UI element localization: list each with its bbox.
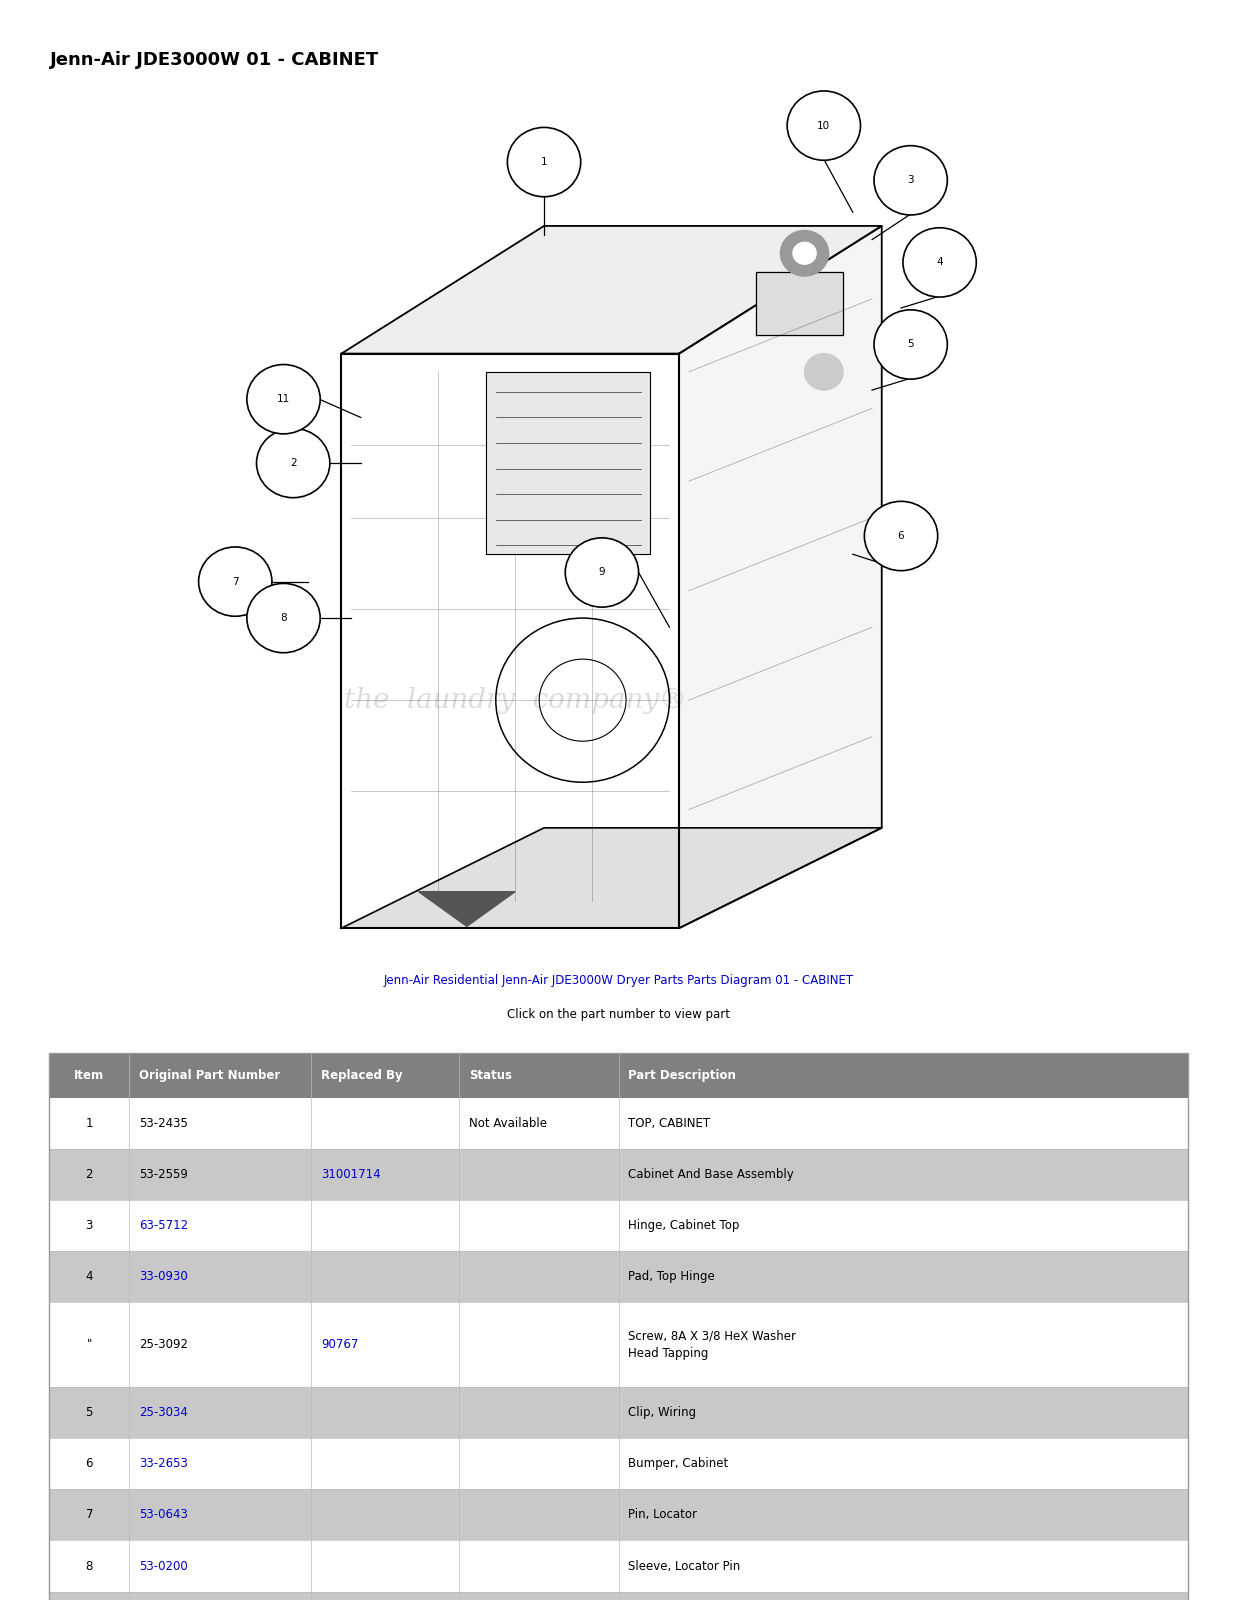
Circle shape [507, 128, 580, 197]
Text: 33-0930: 33-0930 [139, 1270, 188, 1283]
Text: 5: 5 [908, 339, 914, 349]
FancyBboxPatch shape [49, 1438, 1188, 1490]
Text: Jenn-Air JDE3000W 01 - CABINET: Jenn-Air JDE3000W 01 - CABINET [49, 51, 379, 69]
Text: 1: 1 [541, 157, 547, 166]
Text: Jenn-Air Residential Jenn-Air JDE3000W Dryer Parts Parts Diagram 01 - CABINET: Jenn-Air Residential Jenn-Air JDE3000W D… [383, 974, 854, 987]
Circle shape [565, 538, 638, 606]
Text: 25-3034: 25-3034 [139, 1406, 188, 1419]
Text: Click on the part number to view part: Click on the part number to view part [507, 1008, 730, 1021]
Text: Original Part Number: Original Part Number [139, 1069, 281, 1082]
Text: 53-2559: 53-2559 [139, 1168, 188, 1181]
Text: Clip, Wiring: Clip, Wiring [628, 1406, 696, 1419]
Text: 53-2435: 53-2435 [139, 1117, 188, 1130]
Text: Sleeve, Locator Pin: Sleeve, Locator Pin [628, 1560, 741, 1573]
Polygon shape [756, 272, 844, 336]
Circle shape [781, 230, 829, 277]
Text: 4: 4 [936, 258, 943, 267]
Text: Status: Status [469, 1069, 512, 1082]
Text: ": " [87, 1338, 92, 1350]
Circle shape [903, 227, 976, 298]
FancyBboxPatch shape [49, 1149, 1188, 1200]
Circle shape [804, 354, 844, 390]
Text: 33-2653: 33-2653 [139, 1458, 188, 1470]
FancyBboxPatch shape [49, 1541, 1188, 1592]
Polygon shape [486, 371, 651, 554]
Text: 2: 2 [289, 458, 297, 469]
Text: TOP, CABINET: TOP, CABINET [628, 1117, 710, 1130]
FancyBboxPatch shape [312, 1053, 459, 1098]
Polygon shape [418, 891, 515, 926]
Circle shape [199, 547, 272, 616]
Text: 5: 5 [85, 1406, 93, 1419]
Text: 1: 1 [85, 1117, 93, 1130]
Text: 2: 2 [85, 1168, 93, 1181]
Text: Not Available: Not Available [469, 1117, 547, 1130]
Text: 8: 8 [281, 613, 287, 622]
Text: Hinge, Cabinet Top: Hinge, Cabinet Top [628, 1219, 740, 1232]
FancyBboxPatch shape [49, 1302, 1188, 1387]
Text: 53-0200: 53-0200 [139, 1560, 188, 1573]
Text: 25-3092: 25-3092 [139, 1338, 188, 1350]
Text: Pin, Locator: Pin, Locator [628, 1509, 698, 1522]
Text: 7: 7 [85, 1509, 93, 1522]
Text: Item: Item [74, 1069, 104, 1082]
Text: 6: 6 [898, 531, 904, 541]
FancyBboxPatch shape [618, 1053, 1188, 1098]
Text: 90767: 90767 [322, 1338, 359, 1350]
Text: Cabinet And Base Assembly: Cabinet And Base Assembly [628, 1168, 794, 1181]
Circle shape [793, 242, 816, 264]
Circle shape [256, 429, 330, 498]
FancyBboxPatch shape [129, 1053, 312, 1098]
FancyBboxPatch shape [49, 1387, 1188, 1438]
FancyBboxPatch shape [49, 1251, 1188, 1302]
Text: 31001714: 31001714 [322, 1168, 381, 1181]
Polygon shape [679, 226, 882, 928]
Text: 4: 4 [85, 1270, 93, 1283]
Text: 3: 3 [908, 176, 914, 186]
FancyBboxPatch shape [49, 1490, 1188, 1541]
Text: Screw, 8A X 3/8 HeX Washer
Head Tapping: Screw, 8A X 3/8 HeX Washer Head Tapping [628, 1330, 797, 1360]
Circle shape [247, 365, 320, 434]
FancyBboxPatch shape [49, 1200, 1188, 1251]
FancyBboxPatch shape [49, 1592, 1188, 1600]
Circle shape [875, 146, 948, 214]
Text: 9: 9 [599, 568, 605, 578]
Polygon shape [341, 827, 882, 928]
Polygon shape [341, 226, 882, 354]
Polygon shape [341, 354, 679, 928]
Circle shape [865, 501, 938, 571]
Circle shape [787, 91, 861, 160]
FancyBboxPatch shape [49, 1053, 129, 1098]
FancyBboxPatch shape [459, 1053, 618, 1098]
Text: 11: 11 [277, 394, 291, 405]
FancyBboxPatch shape [49, 1098, 1188, 1149]
Text: 53-0643: 53-0643 [139, 1509, 188, 1522]
Text: 8: 8 [85, 1560, 93, 1573]
Text: Pad, Top Hinge: Pad, Top Hinge [628, 1270, 715, 1283]
Text: 3: 3 [85, 1219, 93, 1232]
Text: Bumper, Cabinet: Bumper, Cabinet [628, 1458, 729, 1470]
Circle shape [247, 584, 320, 653]
Text: 7: 7 [233, 576, 239, 587]
Text: Replaced By: Replaced By [322, 1069, 403, 1082]
Text: 10: 10 [818, 120, 830, 131]
Text: 6: 6 [85, 1458, 93, 1470]
Text: the  laundry  company®: the laundry company® [344, 686, 687, 714]
Text: 63-5712: 63-5712 [139, 1219, 188, 1232]
Circle shape [875, 310, 948, 379]
Text: Part Description: Part Description [628, 1069, 736, 1082]
